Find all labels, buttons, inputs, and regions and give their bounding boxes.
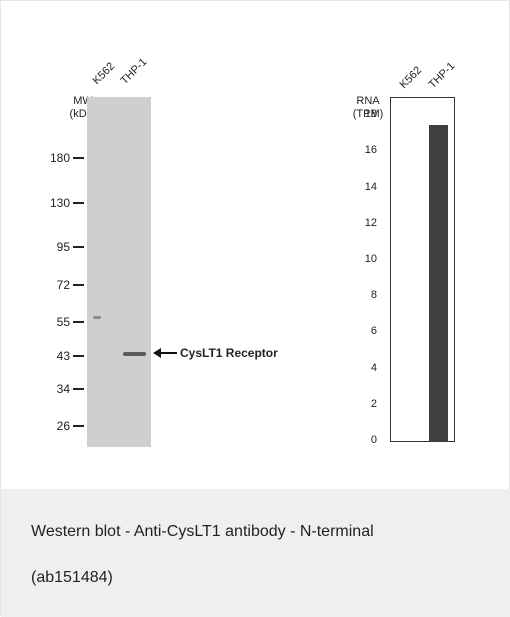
- rna-y-tick-label: 4: [370, 361, 377, 374]
- figure-image: MW (kDa) K562 THP-1 180 130 95 72 55 43 34 26 C…: [1, 1, 510, 489]
- blot-band-thp1-target: [123, 352, 146, 356]
- blot-lane-label-k562: K562: [90, 60, 118, 87]
- rna-axis-title-line2: (TPM): [352, 108, 384, 120]
- mw-marker-label: 26: [56, 419, 70, 433]
- mw-marker-label: 95: [56, 239, 70, 254]
- mw-marker-label: 180: [49, 151, 70, 165]
- rna-lane-label-k562: K562: [397, 64, 425, 91]
- target-arrow-icon: [153, 348, 161, 358]
- mw-marker-tick: [73, 425, 84, 427]
- mw-marker-tick: [73, 202, 84, 205]
- rna-axis-title-line1: RNA: [356, 95, 380, 107]
- mw-marker-label: 34: [56, 381, 70, 396]
- rna-y-tick-label: 8: [370, 289, 377, 302]
- mw-marker-tick: [73, 157, 84, 159]
- rna-y-tick-label: 16: [364, 144, 377, 157]
- rna-plot-area: [390, 97, 455, 442]
- rna-y-tick-label: 12: [364, 216, 377, 229]
- blot-lane-label-thp1: THP-1: [118, 56, 150, 87]
- mw-marker-label: 72: [56, 277, 70, 292]
- caption-line-1: Western blot - Anti-CysLT1 antibody - N-…: [31, 523, 374, 540]
- rna-bar-thp1: [428, 125, 448, 442]
- rna-y-tick-label: 10: [364, 252, 377, 265]
- rna-y-tick-label: 0: [370, 434, 377, 446]
- target-arrow-line: [159, 352, 177, 354]
- caption-area: [1, 489, 510, 617]
- mw-marker-label: 43: [56, 349, 70, 364]
- caption-line-2: (ab151484): [31, 569, 113, 586]
- rna-y-tick-label: 14: [364, 180, 377, 193]
- mw-marker-label: 130: [49, 196, 70, 211]
- rna-y-tick-label: 18: [364, 108, 377, 121]
- rna-lane-label-thp1: THP-1: [426, 60, 458, 91]
- mw-marker-tick: [73, 355, 84, 358]
- mw-marker-tick: [73, 387, 84, 390]
- target-band-label: CysLT1 Receptor: [180, 346, 278, 360]
- mw-marker-tick: [73, 283, 84, 286]
- mw-marker-tick: [73, 245, 84, 248]
- mw-marker-label: 55: [56, 315, 70, 330]
- western-blot-membrane: [87, 97, 151, 447]
- rna-y-tick-label: 2: [370, 397, 377, 410]
- mw-marker-tick: [73, 321, 84, 324]
- rna-axis-title: RNA (TPM): [348, 95, 388, 121]
- blot-band-k562-faint: [93, 316, 101, 319]
- rna-y-tick-label: 6: [370, 325, 377, 338]
